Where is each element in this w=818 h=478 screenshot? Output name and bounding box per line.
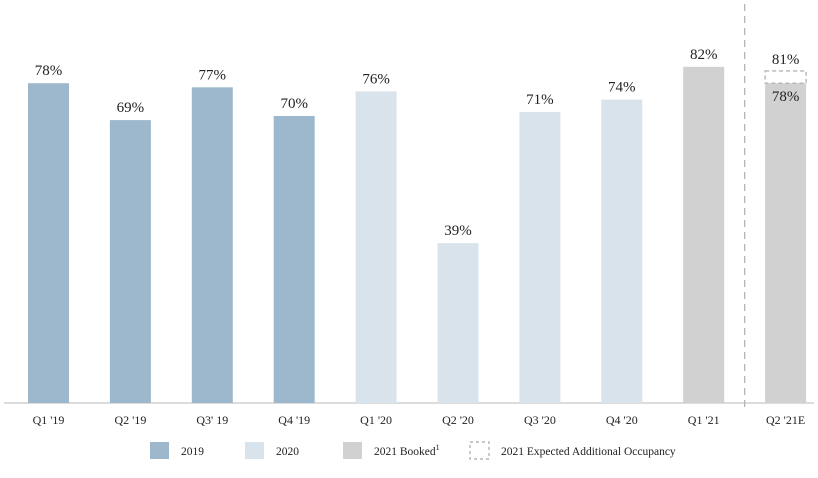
x-tick-label: Q3 '20 <box>524 413 556 427</box>
bar <box>28 83 69 403</box>
x-tick-label: Q1 '20 <box>360 413 392 427</box>
data-label: 71% <box>526 92 554 108</box>
legend-label: 2020 <box>276 446 299 458</box>
x-tick-label: Q2 '21E <box>766 413 805 427</box>
legend-swatch <box>245 442 264 459</box>
data-label: 78% <box>772 89 800 105</box>
legend-swatch <box>343 442 362 459</box>
data-label: 82% <box>690 47 718 63</box>
bar <box>683 66 725 404</box>
x-tick-label: Q1 '19 <box>33 413 65 427</box>
legend-label: 2021 Expected Additional Occupancy <box>501 446 676 458</box>
bar <box>109 120 151 403</box>
data-label: 70% <box>280 96 308 112</box>
data-label: 74% <box>608 80 636 96</box>
legend-label: 2021 Booked1 <box>374 443 440 458</box>
data-label: 76% <box>362 71 390 87</box>
x-tick-label: Q4 '19 <box>278 413 310 427</box>
x-tick-label: Q2 '20 <box>442 413 474 427</box>
bar <box>519 111 561 404</box>
bar <box>191 87 233 404</box>
data-label-expected-total: 81% <box>772 52 800 68</box>
tick-labels-layer: Q1 '19 Q2 '19 Q3' 19 Q4 '19 Q1 '20 Q2 '20 Q3 '… <box>33 413 806 427</box>
x-tick-label: Q4 '20 <box>606 413 638 427</box>
legend-footnote-marker: 1 <box>436 443 440 452</box>
bar <box>355 91 397 404</box>
legend-swatch <box>469 441 490 460</box>
data-label: 77% <box>199 67 227 83</box>
x-tick-label: Q3' 19 <box>196 413 228 427</box>
x-tick-label: Q2 '19 <box>114 413 146 427</box>
bar <box>437 243 479 403</box>
data-label: 78% <box>35 63 63 79</box>
bar <box>273 116 315 403</box>
bars-layer <box>28 4 807 410</box>
data-label: 39% <box>444 223 472 239</box>
expected-additional-bar <box>764 70 807 84</box>
legend-swatch <box>150 442 169 459</box>
legend: 2019 2020 2021 Booked1 2021 Expected Additi… <box>150 441 676 460</box>
value-labels-layer: 78% 69% 77% 70% 76% 39% 71% 74% 82% 78% 81% <box>35 47 800 239</box>
bar <box>601 99 643 403</box>
x-tick-label: Q1 '21 <box>688 413 720 427</box>
bar <box>765 83 807 403</box>
data-label: 69% <box>117 100 145 116</box>
legend-label: 2019 <box>181 446 204 458</box>
